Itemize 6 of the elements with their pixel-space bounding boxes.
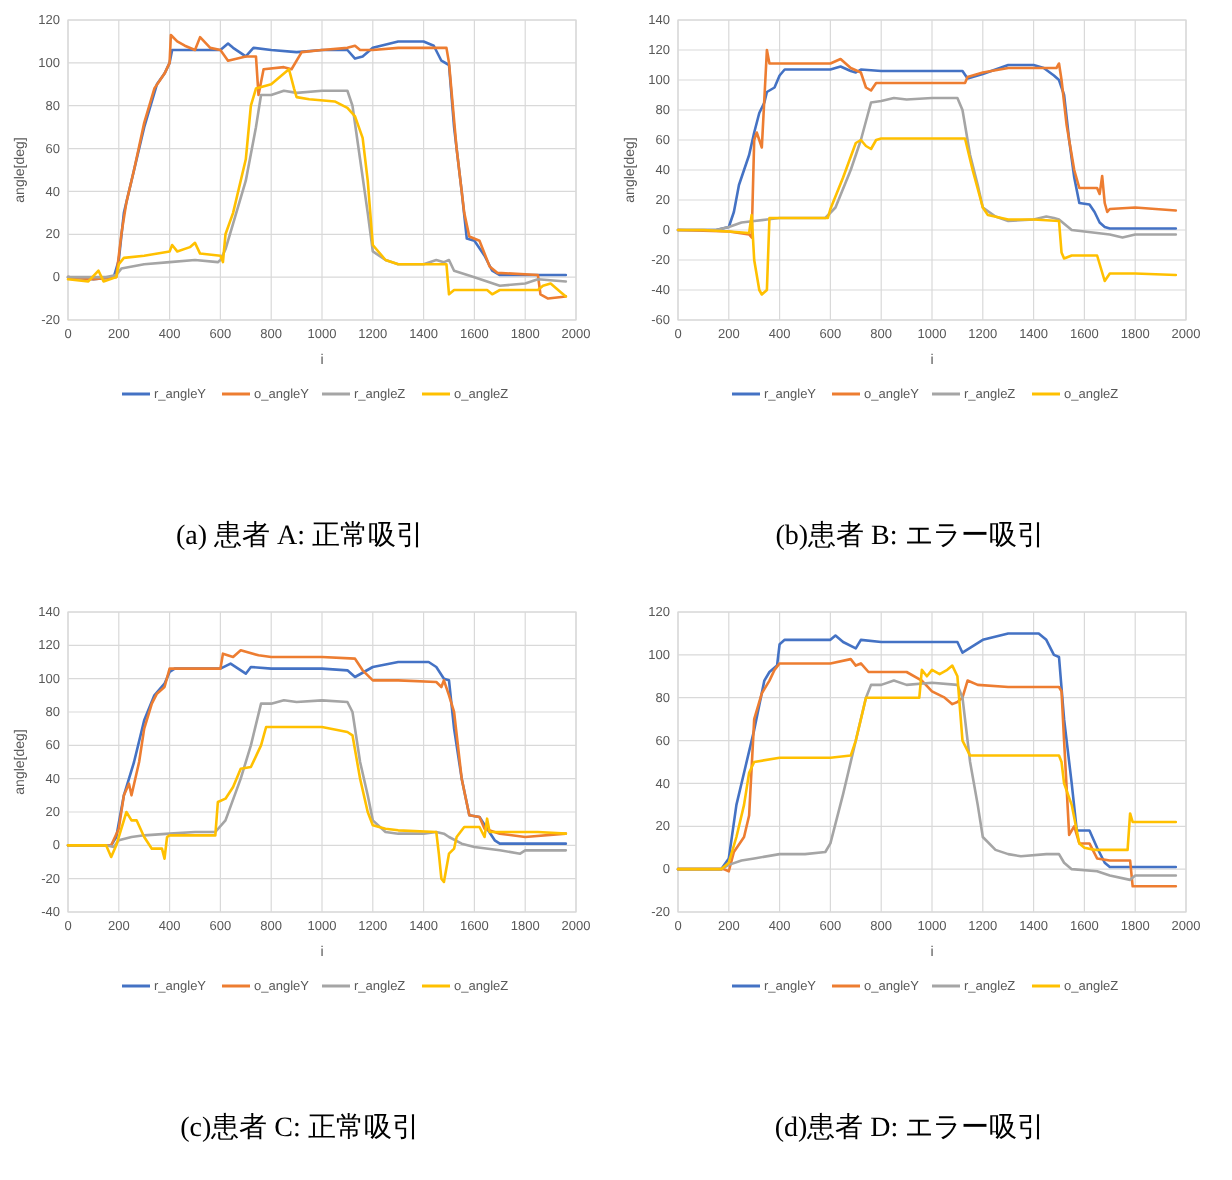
text: (a) 患者 A: 正常吸引 [175,520,425,552]
text: (b)患者 B: エラー吸引 [775,520,1045,552]
line-series [66,725,568,884]
text: (d)患者 D: エラー吸引 [774,1112,1046,1144]
text: (c)患者 C: 正常吸引 [180,1112,420,1144]
line-series [676,137,1178,296]
